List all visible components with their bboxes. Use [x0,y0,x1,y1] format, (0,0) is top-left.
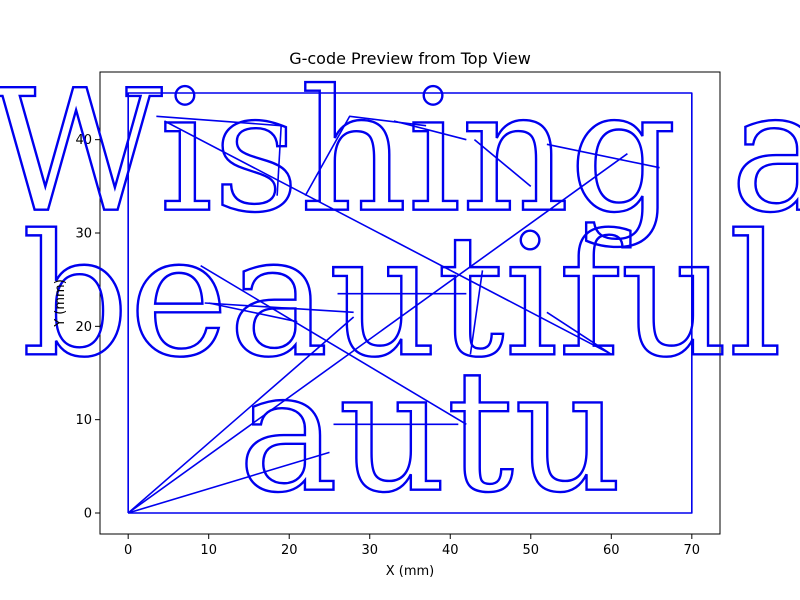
toolpath-segment-1 [127,316,355,514]
toolpath-segment-9 [473,139,532,187]
toolpath-segment-12 [204,302,354,314]
y-axis-label: Y (mm) [53,279,68,328]
x-tick-label-6: 60 [603,543,620,558]
plot-frame [99,71,721,535]
toolpath-segment-0 [127,92,693,514]
x-tick-label-0: 0 [124,543,132,558]
x-tick-label-7: 70 [684,543,701,558]
toolpath-text-line-2: autu [238,334,622,530]
y-tick-label-2: 20 [75,320,92,335]
y-tick-label-3: 30 [75,227,92,242]
toolpath-segment-3 [127,153,628,514]
toolpath-segment-16 [546,311,612,356]
y-tick-label-4: 40 [75,133,92,148]
chart-title: G-code Preview from Top View [289,49,531,68]
toolpath-text-line-0: Wishing a [0,54,800,250]
toolpath-segment-4 [156,115,282,127]
toolpath-segment-2 [127,451,330,514]
toolpath-segment-13 [208,302,298,323]
toolpath-segment-8 [393,120,467,141]
toolpath-segment-6 [276,125,282,196]
toolpath-segment-11 [200,264,467,426]
x-tick-label-1: 10 [200,543,217,558]
toolpath-segment-15 [469,270,484,355]
toolpath-segment-5 [164,120,612,356]
x-tick-label-3: 30 [361,543,378,558]
axis-ticks: 0 10 20 30 40 50 60 70 0 10 20 30 40 [75,133,700,558]
y-tick-label-1: 10 [75,413,92,428]
y-tick-label-0: 0 [84,507,92,522]
x-tick-label-4: 40 [442,543,459,558]
toolpath-text-line-1: beautiful [22,198,783,394]
x-tick-label-2: 20 [281,543,298,558]
x-axis-label: X (mm) [386,564,435,579]
toolpath-segment-10 [546,143,660,169]
x-tick-label-5: 50 [523,543,540,558]
